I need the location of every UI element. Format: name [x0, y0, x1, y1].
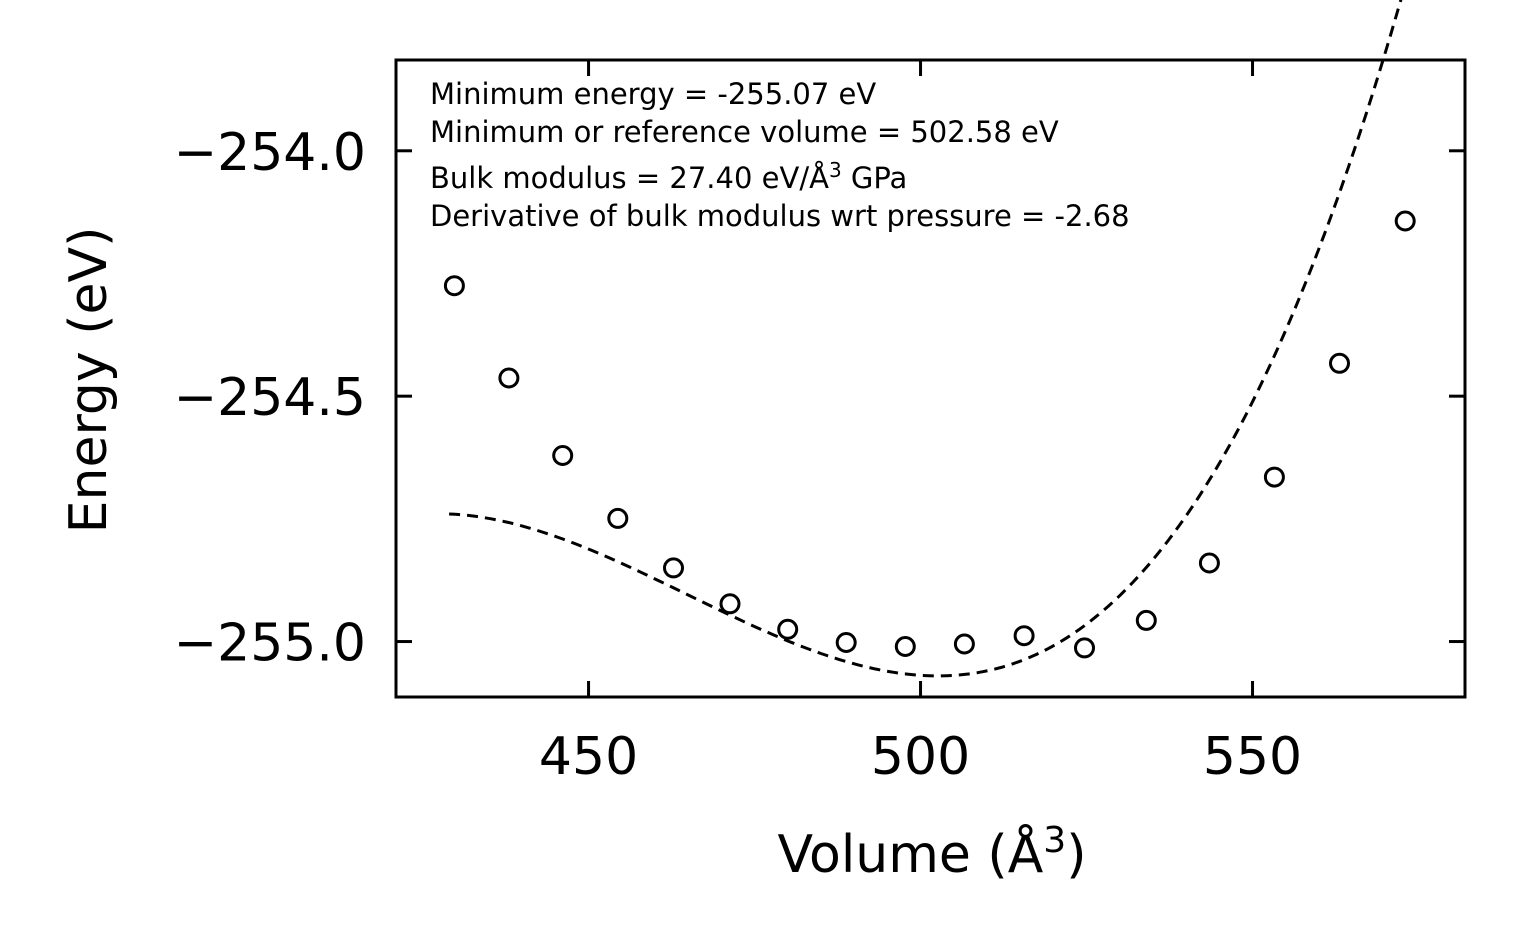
data-point-9 [953, 633, 975, 655]
data-point-10 [1013, 625, 1035, 647]
data-point-1 [498, 367, 520, 389]
y-tick-label-0: −254.0 [174, 123, 366, 183]
x-tick-label-0: 450 [539, 727, 638, 787]
x-axis-label: Volume (Å3) [778, 820, 1087, 885]
axis-ticks [396, 60, 1465, 697]
data-point-2 [552, 445, 574, 466]
annotation-bulk-modulus: Bulk modulus = 27.40 eV/Å3 GPa [430, 158, 907, 195]
x-tick-label-2: 550 [1203, 727, 1302, 787]
data-point-6 [777, 618, 799, 640]
data-point-0 [443, 275, 465, 297]
data-point-15 [1329, 352, 1350, 374]
data-points [443, 210, 1416, 659]
data-point-14 [1263, 466, 1285, 488]
annotation-reference-volume: Minimum or reference volume = 502.58 eV [430, 115, 1059, 149]
annotation-bulk-modulus-derivative: Derivative of bulk modulus wrt pressure … [430, 199, 1130, 233]
data-point-12 [1135, 609, 1157, 631]
fit-curve-line [449, 0, 1403, 678]
data-point-8 [894, 636, 916, 657]
x-tick-label-1: 500 [871, 727, 970, 787]
data-point-5 [719, 593, 741, 615]
y-axis-label: Energy (eV) [59, 227, 119, 534]
data-point-3 [607, 507, 629, 529]
data-point-7 [835, 632, 857, 653]
plot-frame [394, 58, 1467, 699]
data-point-11 [1074, 637, 1095, 659]
data-point-13 [1198, 552, 1220, 574]
y-tick-label-2: −255.0 [174, 614, 366, 674]
data-point-16 [1394, 210, 1416, 232]
annotation-minimum-energy: Minimum energy = -255.07 eV [430, 77, 876, 111]
y-tick-label-1: −254.5 [174, 368, 366, 428]
data-point-4 [663, 557, 684, 579]
